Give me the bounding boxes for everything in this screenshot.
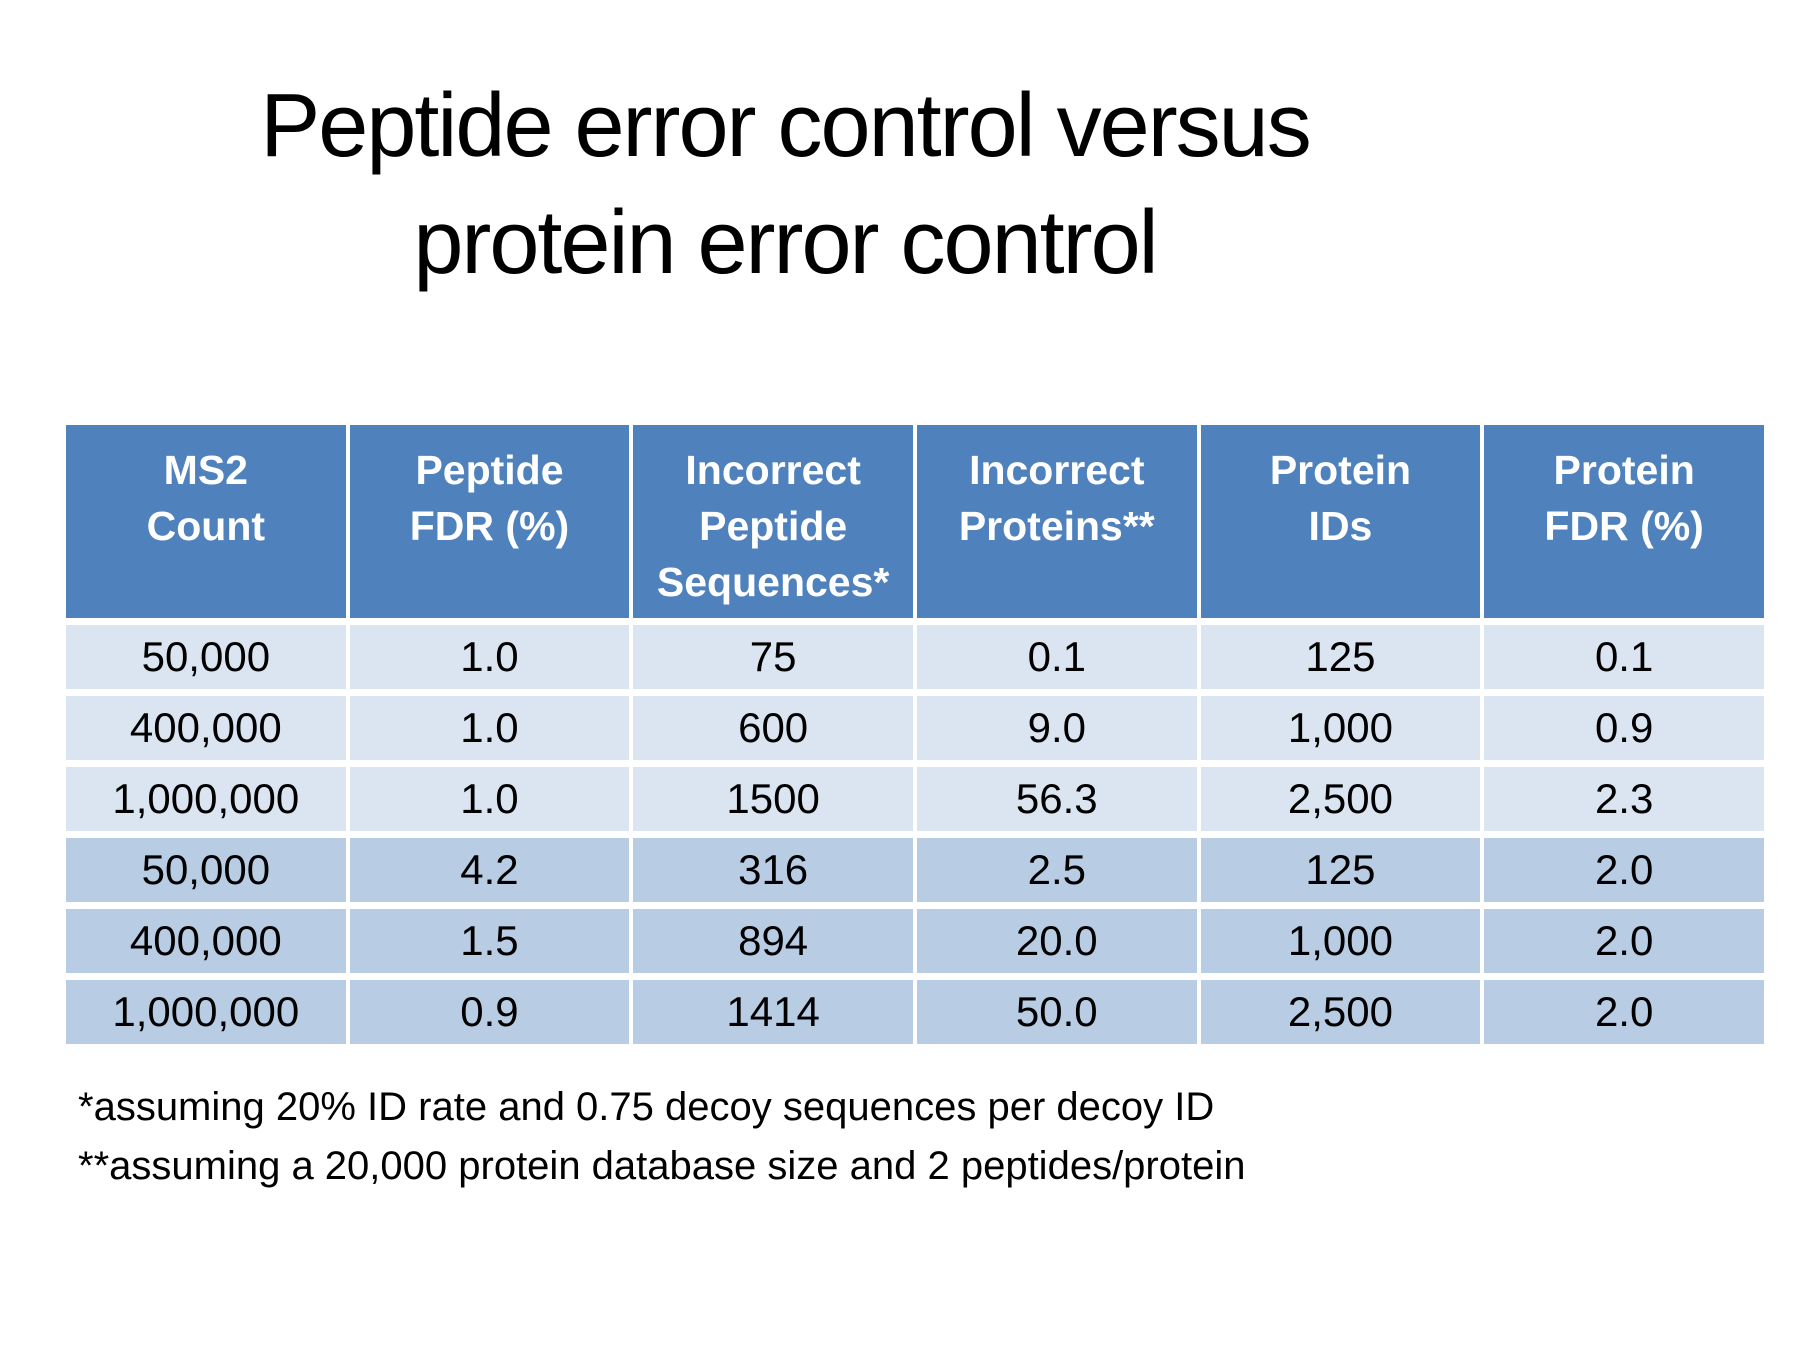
table-cell: 894 — [633, 909, 913, 974]
table-cell: 56.3 — [916, 767, 1197, 832]
table-cell: 2.0 — [1484, 980, 1764, 1045]
data-table: MS2 Count Peptide FDR (%) Incorrect Pept… — [62, 418, 1768, 1051]
table-cell: 4.2 — [349, 838, 630, 903]
table-row: 400,000 1.0 600 9.0 1,000 0.9 — [66, 696, 1764, 761]
table-row: 1,000,000 0.9 1414 50.0 2,500 2.0 — [66, 980, 1764, 1045]
table-cell: 1.5 — [349, 909, 630, 974]
table-cell: 1,000,000 — [66, 767, 346, 832]
slide-title: Peptide error control versus protein err… — [0, 68, 1570, 302]
table-cell: 2.3 — [1484, 767, 1764, 832]
table-body: 50,000 1.0 75 0.1 125 0.1 400,000 1.0 60… — [66, 625, 1764, 1045]
table-cell: 316 — [633, 838, 913, 903]
header-cell-incorrect-peptides: Incorrect Peptide Sequences* — [633, 425, 913, 619]
table-header-row: MS2 Count Peptide FDR (%) Incorrect Pept… — [66, 425, 1764, 619]
footnotes: *assuming 20% ID rate and 0.75 decoy seq… — [78, 1078, 1728, 1196]
table-cell: 1.0 — [349, 767, 630, 832]
table-cell: 1414 — [633, 980, 913, 1045]
table-cell: 0.1 — [1484, 625, 1764, 690]
slide-title-line-1: Peptide error control versus — [260, 76, 1312, 176]
table-cell: 400,000 — [66, 696, 346, 761]
footnote-peptide-assumption: *assuming 20% ID rate and 0.75 decoy seq… — [78, 1085, 1215, 1129]
table-cell: 1.0 — [349, 625, 630, 690]
table-row: 400,000 1.5 894 20.0 1,000 2.0 — [66, 909, 1764, 974]
slide-title-line-2: protein error control — [413, 193, 1158, 293]
table-cell: 20.0 — [916, 909, 1197, 974]
table-header: MS2 Count Peptide FDR (%) Incorrect Pept… — [66, 425, 1764, 619]
table-cell: 0.9 — [349, 980, 630, 1045]
table-cell: 75 — [633, 625, 913, 690]
table-cell: 1,000 — [1200, 696, 1481, 761]
table-cell: 125 — [1200, 625, 1481, 690]
table-cell: 50,000 — [66, 838, 346, 903]
table-cell: 0.9 — [1484, 696, 1764, 761]
table-cell: 400,000 — [66, 909, 346, 974]
table-cell: 1,000,000 — [66, 980, 346, 1045]
table-cell: 1.0 — [349, 696, 630, 761]
table-cell: 2.5 — [916, 838, 1197, 903]
header-cell-protein-ids: Protein IDs — [1200, 425, 1481, 619]
table-row: 1,000,000 1.0 1500 56.3 2,500 2.3 — [66, 767, 1764, 832]
table-cell: 50.0 — [916, 980, 1197, 1045]
header-cell-peptide-fdr: Peptide FDR (%) — [349, 425, 630, 619]
table-cell: 600 — [633, 696, 913, 761]
table-cell: 1500 — [633, 767, 913, 832]
table-cell: 1,000 — [1200, 909, 1481, 974]
table-cell: 50,000 — [66, 625, 346, 690]
table-cell: 0.1 — [916, 625, 1197, 690]
footnote-protein-assumption: **assuming a 20,000 protein database siz… — [78, 1144, 1246, 1189]
header-cell-protein-fdr: Protein FDR (%) — [1484, 425, 1764, 619]
table-cell: 2,500 — [1200, 767, 1481, 832]
header-cell-incorrect-proteins: Incorrect Proteins** — [916, 425, 1197, 619]
table-row: 50,000 4.2 316 2.5 125 2.0 — [66, 838, 1764, 903]
header-cell-ms2-count: MS2 Count — [66, 425, 346, 619]
table-cell: 2.0 — [1484, 838, 1764, 903]
table-container: MS2 Count Peptide FDR (%) Incorrect Pept… — [62, 418, 1768, 1051]
table-cell: 9.0 — [916, 696, 1197, 761]
table-cell: 2,500 — [1200, 980, 1481, 1045]
table-cell: 125 — [1200, 838, 1481, 903]
table-cell: 2.0 — [1484, 909, 1764, 974]
table-row: 50,000 1.0 75 0.1 125 0.1 — [66, 625, 1764, 690]
